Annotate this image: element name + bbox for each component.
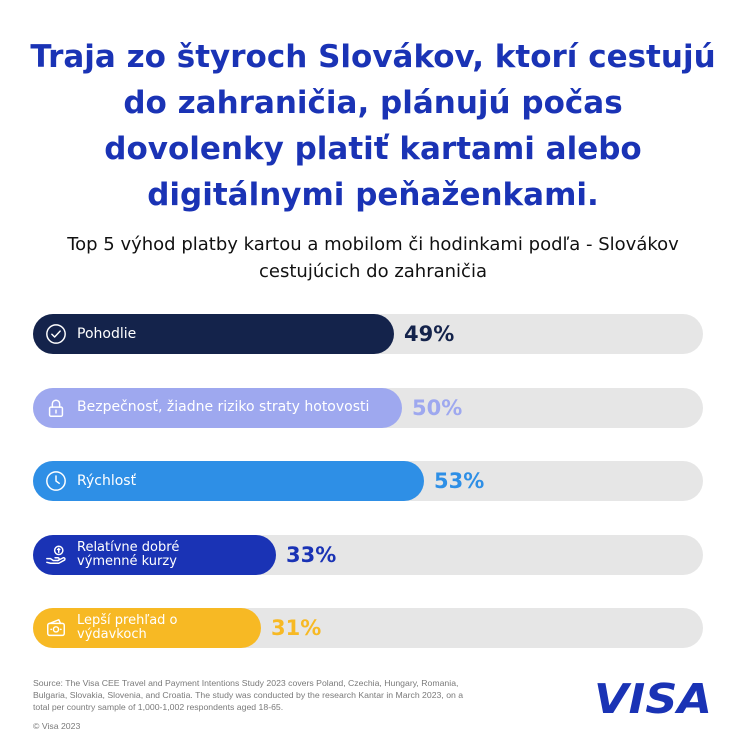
- check-circle-icon: [46, 324, 66, 344]
- value-label: 31%: [271, 616, 322, 640]
- bar: Pohodlie: [33, 314, 394, 354]
- bar-track: Relatívne dobré výmenné kurzy 33%: [33, 534, 703, 575]
- value-label: 49%: [404, 322, 455, 346]
- bar: Rýchlosť: [33, 461, 424, 501]
- bar-track: Bezpečnosť, žiadne riziko straty hotovos…: [33, 387, 703, 428]
- bar-label: Bezpečnosť, žiadne riziko straty hotovos…: [77, 399, 370, 415]
- headline: Traja zo štyroch Slovákov, ktorí cestujú…: [30, 39, 716, 213]
- visa-logo: VISA: [594, 675, 712, 718]
- bar-track: Lepší prehľad o výdavkoch 31%: [33, 608, 703, 648]
- source-note: Source: The Visa CEE Travel and Payment …: [33, 678, 464, 712]
- lock-icon: [48, 398, 64, 417]
- bar-label: Lepší prehľad o výdavkoch: [77, 613, 178, 642]
- chart-subtitle: Top 5 výhod platby kartou a mobilom či h…: [67, 234, 679, 282]
- bar-label: Relatívne dobré výmenné kurzy: [77, 539, 180, 569]
- bar-track: Pohodlie 49%: [33, 314, 703, 354]
- bar: Bezpečnosť, žiadne riziko straty hotovos…: [33, 387, 402, 428]
- copyright-text: © Visa 2023: [33, 721, 81, 731]
- bar-label: Pohodlie: [77, 325, 137, 342]
- hand-money-icon: [46, 545, 66, 564]
- bar: Relatívne dobré výmenné kurzy: [33, 534, 276, 575]
- wallet-icon: [47, 619, 65, 637]
- bar: Lepší prehľad o výdavkoch: [33, 608, 261, 648]
- value-label: 33%: [286, 542, 337, 567]
- bar-label: Rýchlosť: [77, 472, 137, 489]
- value-label: 50%: [412, 395, 463, 420]
- bar-track: Rýchlosť 53%: [33, 461, 703, 501]
- clock-icon: [46, 471, 66, 491]
- visa-logo-text: VISA: [594, 675, 712, 718]
- value-label: 53%: [434, 469, 485, 493]
